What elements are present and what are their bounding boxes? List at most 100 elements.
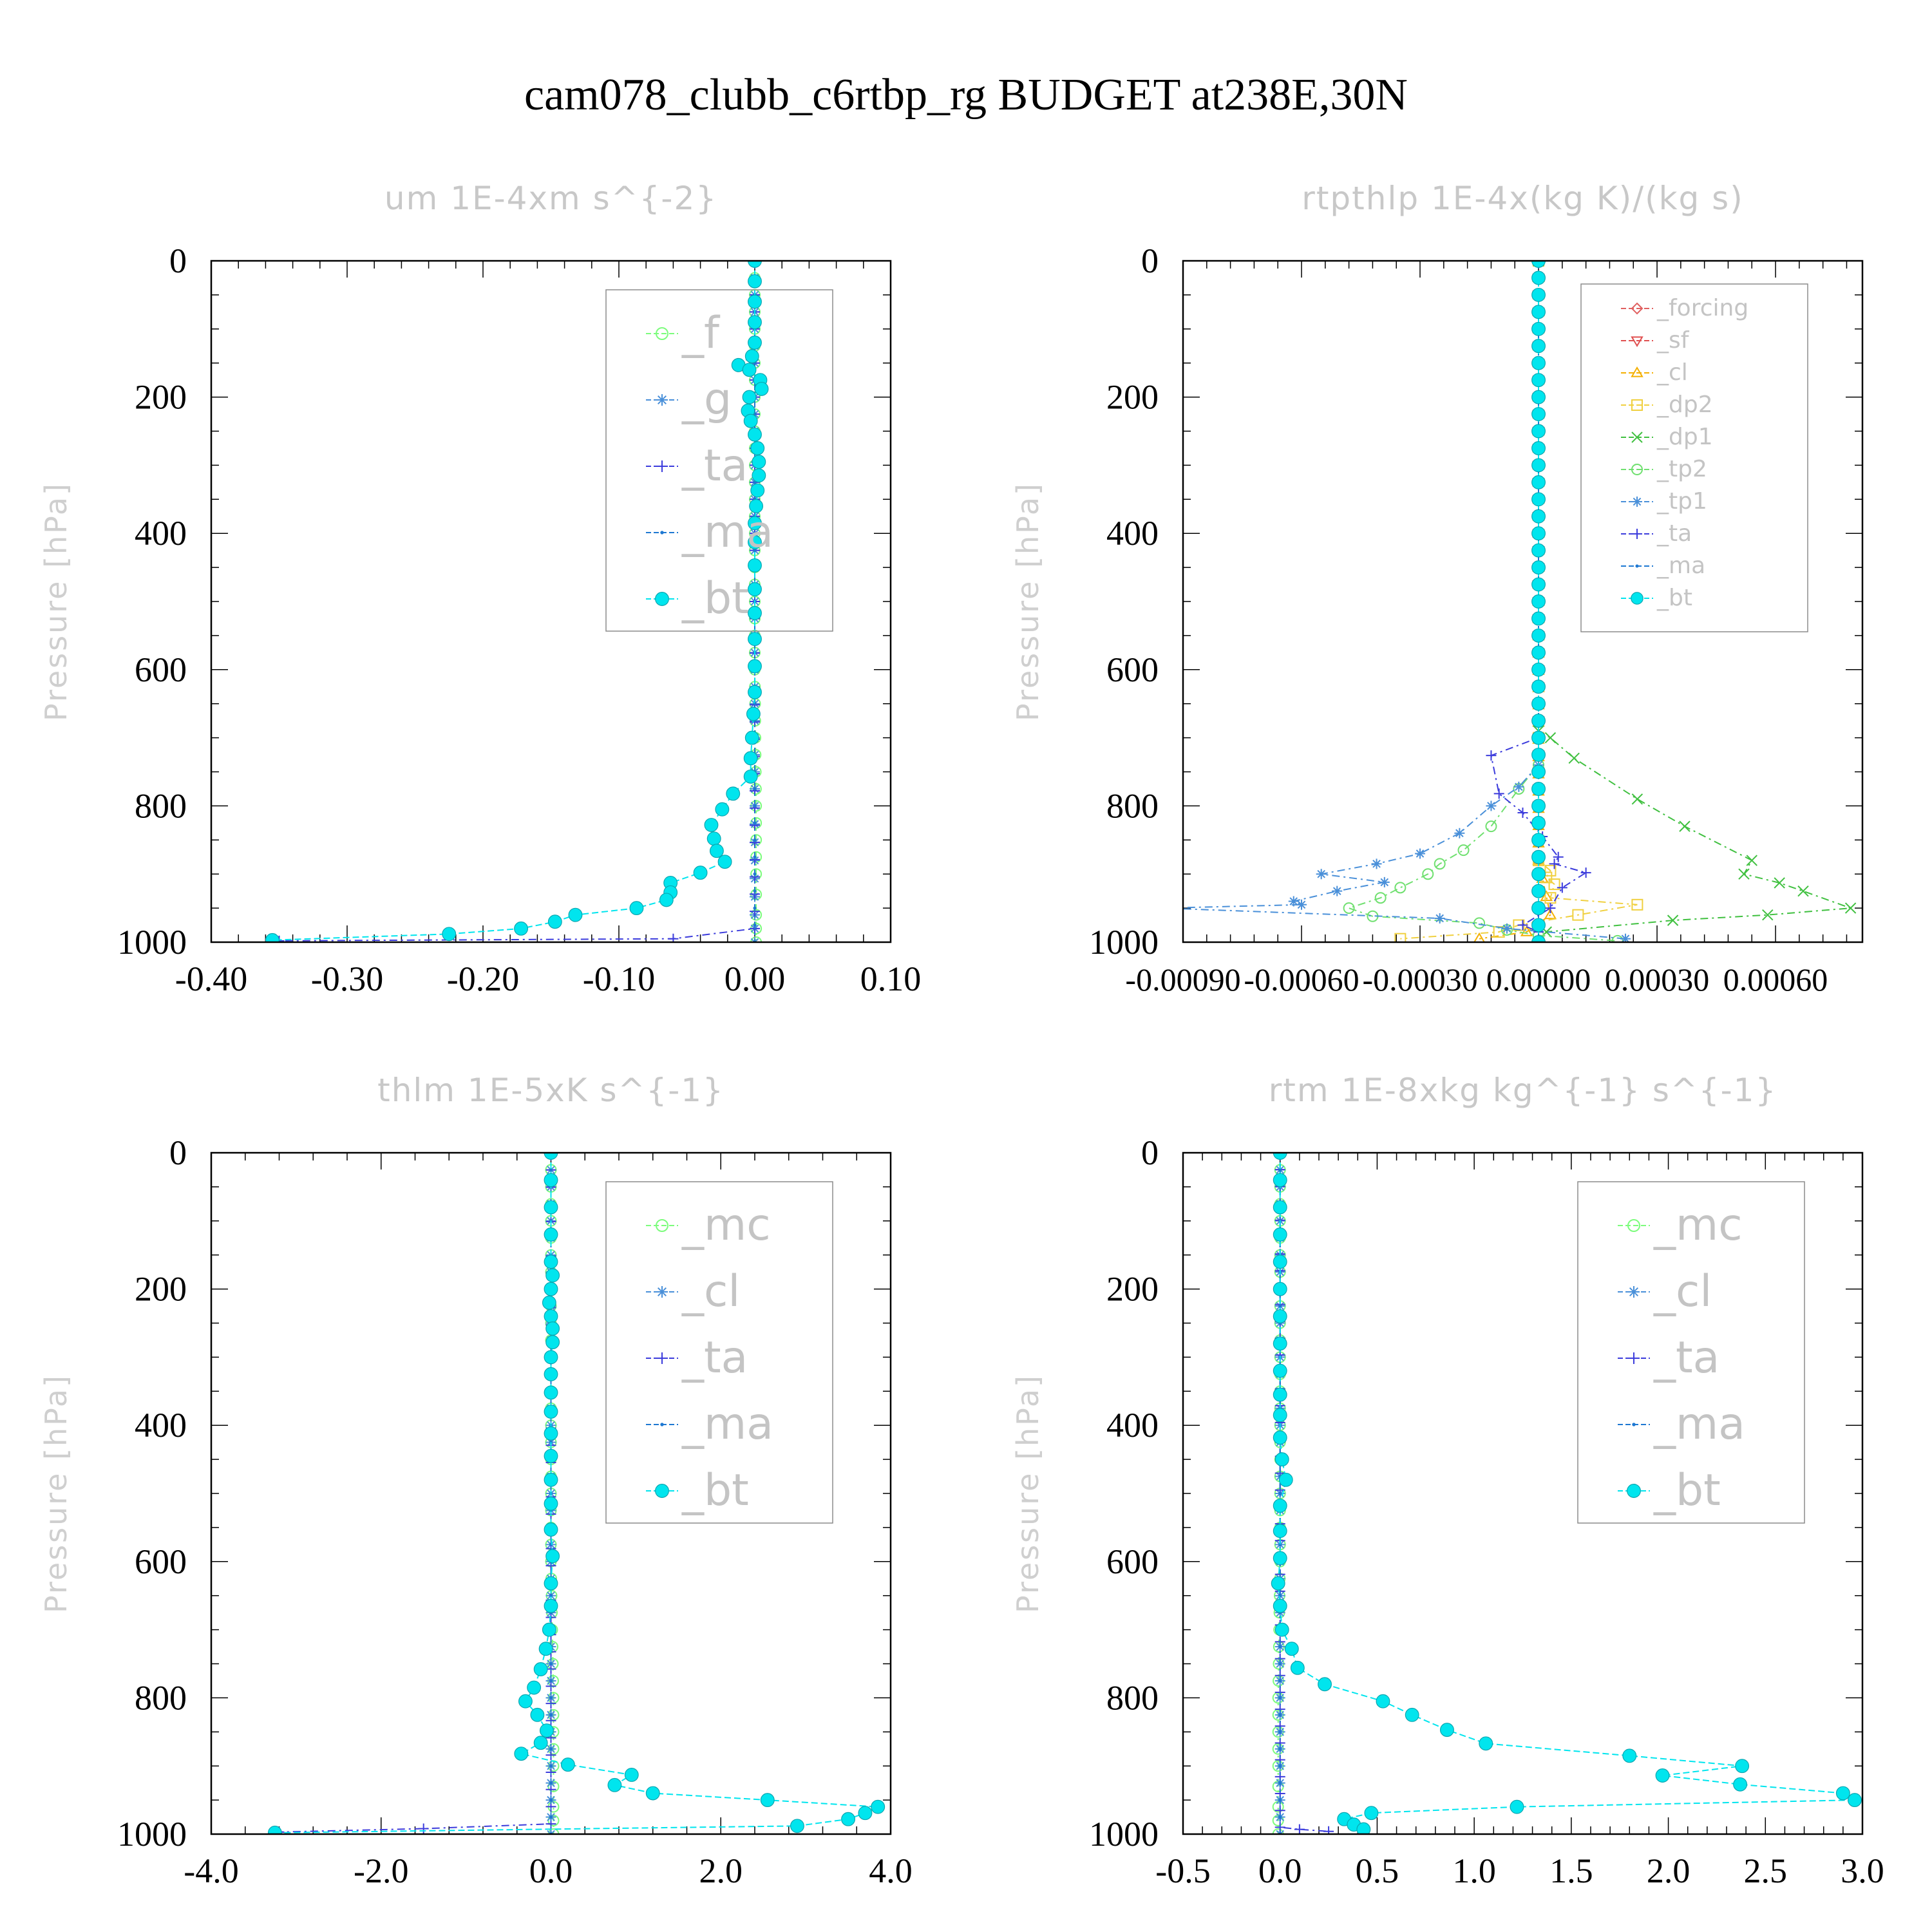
data-point bbox=[1738, 868, 1750, 880]
data-point bbox=[1278, 1679, 1282, 1683]
data-point bbox=[1544, 864, 1557, 876]
data-point bbox=[267, 1825, 282, 1834]
y-tick-label: 0 bbox=[1141, 1133, 1159, 1172]
data-point bbox=[1278, 1304, 1282, 1308]
data-point bbox=[1545, 903, 1556, 914]
legend-item: _tp1 bbox=[1621, 488, 1707, 515]
data-point bbox=[1631, 399, 1643, 411]
data-point bbox=[1557, 882, 1567, 893]
chart-panel-2: rtpthlp 1E-4x(kg K)/(kg s) Pressure [hPa]… bbox=[1010, 180, 1864, 998]
data-point bbox=[748, 685, 762, 699]
legend-item: _tp2 bbox=[1621, 456, 1707, 482]
data-point bbox=[542, 1295, 556, 1310]
data-point bbox=[629, 901, 644, 916]
data-point bbox=[1278, 1645, 1282, 1649]
x-tick-label: 0.0 bbox=[529, 1852, 573, 1890]
legend-label: _dp2 bbox=[1656, 392, 1713, 418]
data-point bbox=[749, 498, 764, 513]
legend: _forcing _sf _cl _dp2 _dp1 _tp2 _tp1 _ta _ma _bt bbox=[1580, 283, 1808, 632]
y-tick-label: 600 bbox=[1106, 650, 1159, 689]
data-point bbox=[1356, 1822, 1371, 1834]
x-tick-label: -0.00030 bbox=[1362, 961, 1477, 998]
y-tick-label: 0 bbox=[1141, 242, 1159, 280]
data-point bbox=[1627, 1484, 1641, 1498]
data-point bbox=[1405, 1707, 1419, 1722]
data-point bbox=[545, 1268, 560, 1283]
data-point bbox=[1531, 424, 1546, 439]
data-point bbox=[1631, 464, 1643, 475]
data-point bbox=[1158, 903, 1168, 913]
data-point bbox=[715, 802, 730, 817]
axis-ticks bbox=[211, 260, 891, 943]
data-point bbox=[1774, 877, 1785, 889]
data-point bbox=[1531, 935, 1546, 942]
y-tick-label: 200 bbox=[1106, 1270, 1159, 1309]
series-bt bbox=[1271, 1153, 1862, 1834]
data-point bbox=[1548, 878, 1560, 891]
x-tick-label: -0.40 bbox=[175, 960, 247, 998]
data-point bbox=[1531, 833, 1546, 848]
data-point bbox=[656, 394, 668, 406]
data-point bbox=[549, 1679, 553, 1683]
x-tick-label: -4.0 bbox=[184, 1852, 238, 1890]
data-point bbox=[709, 844, 724, 858]
data-point bbox=[1457, 844, 1470, 857]
data-point bbox=[544, 1576, 558, 1591]
x-tick-label: -0.10 bbox=[583, 960, 655, 998]
legend-item: _bt bbox=[1618, 1465, 1721, 1516]
legend-label: _forcing bbox=[1656, 295, 1748, 321]
panel-title: rtm 1E-8xkg kg^{-1} s^{-1} bbox=[1269, 1072, 1777, 1109]
x-tick-label: 0.00 bbox=[724, 960, 786, 998]
data-point bbox=[1278, 1662, 1282, 1665]
legend: _f _g _ta _ma _bt bbox=[605, 289, 833, 632]
series-line bbox=[1400, 261, 1638, 940]
data-point bbox=[668, 933, 679, 942]
data-point bbox=[1520, 925, 1533, 936]
x-tick-label: -2.0 bbox=[354, 1852, 408, 1890]
data-point bbox=[1274, 1622, 1289, 1637]
data-point bbox=[1415, 848, 1426, 859]
data-point bbox=[1531, 867, 1546, 882]
data-point bbox=[549, 1764, 553, 1768]
data-point bbox=[1531, 815, 1546, 830]
data-point bbox=[659, 893, 674, 907]
data-point bbox=[544, 1200, 558, 1215]
data-point bbox=[1531, 714, 1546, 728]
data-point bbox=[538, 1642, 553, 1656]
series-line bbox=[1538, 261, 1851, 942]
chart-panel-1: um 1E-4xm s^{-2} Pressure [hPa] 0 200 400 600… bbox=[39, 180, 921, 998]
x-tick-label: 2.5 bbox=[1744, 1852, 1788, 1890]
y-tick-label: 200 bbox=[1106, 378, 1159, 417]
panel-title: thlm 1E-5xK s^{-1} bbox=[377, 1072, 724, 1109]
legend-label: _ta bbox=[681, 1332, 748, 1383]
y-tick-label: 1000 bbox=[1089, 923, 1159, 961]
data-point bbox=[544, 1472, 558, 1487]
y-tick-label: 800 bbox=[135, 1678, 187, 1717]
data-point bbox=[1343, 902, 1355, 914]
data-point bbox=[753, 872, 757, 876]
data-point bbox=[1273, 1363, 1287, 1378]
data-point bbox=[693, 866, 708, 880]
x-tick-label: 1.5 bbox=[1549, 1852, 1593, 1890]
data-point bbox=[1294, 1824, 1305, 1834]
data-point bbox=[752, 468, 766, 483]
data-point bbox=[1422, 868, 1434, 880]
legend-item: _bt bbox=[646, 573, 749, 624]
data-point bbox=[1273, 1551, 1287, 1566]
legend-label: _bt bbox=[1656, 585, 1692, 611]
data-point bbox=[442, 927, 457, 942]
data-point bbox=[1631, 793, 1643, 805]
data-point bbox=[1531, 458, 1546, 473]
legend-label: _cl bbox=[1656, 359, 1688, 386]
x-tick-label: 2.0 bbox=[1647, 1852, 1690, 1890]
data-point bbox=[1631, 302, 1643, 315]
data-point bbox=[1374, 892, 1387, 904]
data-point bbox=[1272, 1828, 1284, 1834]
data-point bbox=[1273, 1173, 1287, 1188]
data-point bbox=[544, 1309, 558, 1323]
data-point bbox=[1568, 752, 1580, 764]
data-point bbox=[1531, 884, 1546, 898]
data-point bbox=[1531, 305, 1546, 319]
data-point bbox=[1632, 1423, 1636, 1426]
